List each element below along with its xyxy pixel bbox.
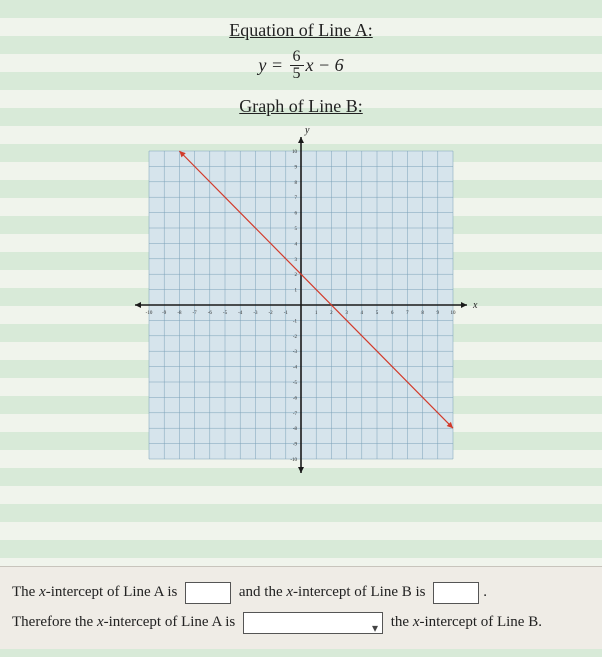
svg-text:10: 10 [292,150,298,155]
svg-text:-10: -10 [146,311,153,316]
svg-text:x: x [472,300,478,311]
svg-text:-3: -3 [293,350,298,355]
svg-text:-8: -8 [177,311,182,316]
eq-tail: x − 6 [306,55,344,75]
answer-panel: The x-intercept of Line A is and the x-i… [0,566,602,649]
ans2-text-a: Therefore the [12,614,97,630]
svg-text:-9: -9 [293,443,298,448]
eq-frac-den: 5 [290,66,304,82]
svg-text:-1: -1 [293,319,298,324]
ans1-text-c: and the [235,584,286,600]
ans2-text-c: the [387,614,413,630]
graph-svg: -10-9-8-7-6-5-4-3-2-11234567891012345678… [121,123,481,503]
svg-text:-3: -3 [253,311,258,316]
eq-equals: = [266,55,287,75]
answer-line-2: Therefore the x-intercept of Line A is ▾… [12,607,590,637]
svg-text:-8: -8 [293,427,298,432]
svg-text:-10: -10 [290,458,297,463]
svg-text:-5: -5 [293,381,298,386]
ans1-text-b: -intercept of Line A is [46,584,181,600]
equation-a: y = 65x − 6 [20,49,582,82]
chevron-down-icon: ▾ [372,616,378,640]
blank-line-a-intercept[interactable] [185,582,231,604]
ans1-text-a: The [12,584,39,600]
blank-line-b-intercept[interactable] [433,582,479,604]
x-var-3: x [97,614,104,630]
ans2-text-b: -intercept of Line A is [104,614,239,630]
svg-text:y: y [304,125,310,136]
answer-line-1: The x-intercept of Line A is and the x-i… [12,577,590,607]
svg-text:-2: -2 [269,311,274,316]
blank-comparison-dropdown[interactable]: ▾ [243,612,383,634]
eq-frac-num: 6 [290,49,304,66]
svg-text:-6: -6 [293,396,298,401]
svg-text:-4: -4 [293,366,298,371]
svg-text:-9: -9 [162,311,167,316]
svg-text:-7: -7 [193,311,198,316]
svg-text:-2: -2 [293,335,298,340]
svg-text:-6: -6 [208,311,213,316]
ans1-text-d: -intercept of Line B is [293,584,429,600]
ans1-period: . [483,584,487,600]
svg-text:-5: -5 [223,311,228,316]
svg-text:-7: -7 [293,412,298,417]
eq-fraction: 65 [290,49,304,82]
svg-text:-1: -1 [284,311,289,316]
x-var-4: x [413,614,420,630]
graph-b-heading: Graph of Line B: [20,96,582,117]
svg-text:10: 10 [451,311,457,316]
equation-a-heading: Equation of Line A: [20,20,582,41]
x-var-1: x [39,584,46,600]
ans2-text-d: -intercept of Line B. [420,614,542,630]
svg-text:-4: -4 [238,311,243,316]
graph-b: -10-9-8-7-6-5-4-3-2-11234567891012345678… [121,123,481,503]
